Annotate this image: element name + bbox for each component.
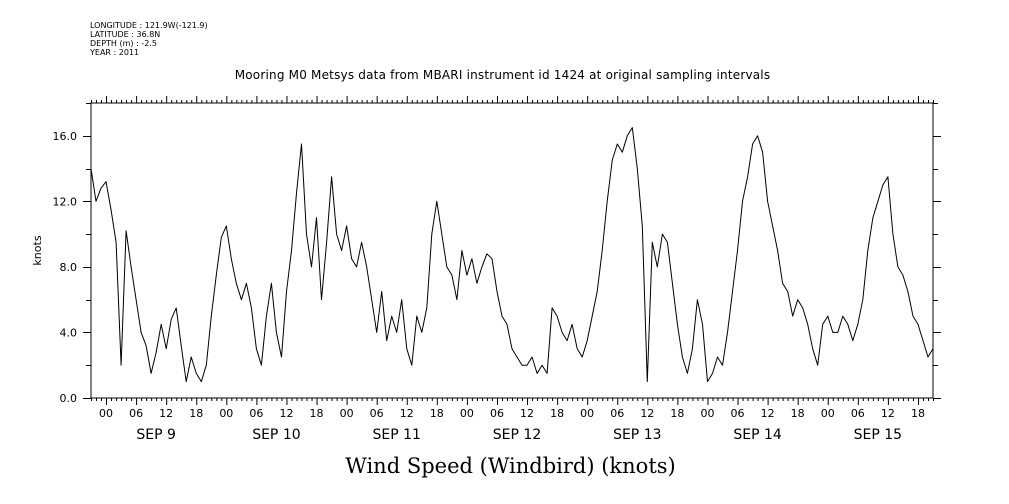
series-line-wind-speed bbox=[90, 127, 934, 383]
x-tick-label: 12 bbox=[400, 407, 414, 420]
x-tick-label: 06 bbox=[249, 407, 263, 420]
x-tick-label: 00 bbox=[700, 407, 714, 420]
y-tick-label: 16.0 bbox=[53, 130, 78, 143]
chart-caption-text: Wind Speed (Windbird) (knots) bbox=[345, 454, 676, 478]
y-tick-label: 8.0 bbox=[60, 261, 78, 274]
y-tick-label: 0.0 bbox=[60, 392, 78, 405]
year-text: YEAR : 2011 bbox=[90, 48, 140, 57]
x-tick-label: 12 bbox=[520, 407, 534, 420]
x-tick-label: 00 bbox=[340, 407, 354, 420]
x-day-label: SEP 13 bbox=[613, 427, 661, 443]
chart-title: Mooring M0 Metsys data from MBARI instru… bbox=[0, 68, 1009, 82]
x-tick-label: 12 bbox=[279, 407, 293, 420]
x-tick-label: 06 bbox=[851, 407, 865, 420]
x-tick-label: 12 bbox=[761, 407, 775, 420]
x-tick-label: 18 bbox=[911, 407, 925, 420]
x-tick-label: 00 bbox=[460, 407, 474, 420]
x-tick-label: 12 bbox=[640, 407, 654, 420]
x-tick-label: 18 bbox=[189, 407, 203, 420]
y-tick-label: 4.0 bbox=[60, 326, 78, 339]
x-tick-label: 18 bbox=[670, 407, 684, 420]
x-tick-label: 00 bbox=[99, 407, 113, 420]
x-tick-label: 18 bbox=[430, 407, 444, 420]
x-tick-label: 06 bbox=[731, 407, 745, 420]
chart-title-text: Mooring M0 Metsys data from MBARI instru… bbox=[234, 68, 771, 82]
x-day-label: SEP 12 bbox=[493, 427, 541, 443]
x-tick-label: 00 bbox=[219, 407, 233, 420]
depth-text: DEPTH (m) : -2.5 bbox=[90, 39, 157, 48]
x-tick-label: 06 bbox=[370, 407, 384, 420]
x-day-label: SEP 10 bbox=[252, 427, 300, 443]
metadata-block: LONGITUDE : 121.9W(-121.9) LATITUDE : 36… bbox=[90, 21, 208, 57]
x-tick-label: 18 bbox=[310, 407, 324, 420]
x-tick-label: 06 bbox=[129, 407, 143, 420]
x-tick-label: 00 bbox=[580, 407, 594, 420]
chart-caption: Wind Speed (Windbird) (knots) bbox=[0, 454, 1009, 478]
longitude-text: LONGITUDE : 121.9W(-121.9) bbox=[90, 21, 208, 30]
x-tick-label: 12 bbox=[881, 407, 895, 420]
x-tick-label: 18 bbox=[791, 407, 805, 420]
x-day-label: SEP 9 bbox=[136, 427, 176, 443]
x-tick-label: 06 bbox=[490, 407, 504, 420]
x-tick-label: 12 bbox=[159, 407, 173, 420]
x-tick-label: 00 bbox=[821, 407, 835, 420]
x-tick-label: 06 bbox=[610, 407, 624, 420]
latitude-text: LATITUDE : 36.8N bbox=[90, 30, 161, 39]
x-day-label: SEP 15 bbox=[854, 427, 902, 443]
y-tick-label: 12.0 bbox=[53, 195, 78, 208]
plot-frame bbox=[90, 102, 934, 399]
x-day-label: SEP 14 bbox=[733, 427, 782, 443]
x-tick-label: 18 bbox=[550, 407, 564, 420]
x-day-label: SEP 11 bbox=[372, 427, 420, 443]
y-axis-label: knots bbox=[31, 235, 44, 265]
